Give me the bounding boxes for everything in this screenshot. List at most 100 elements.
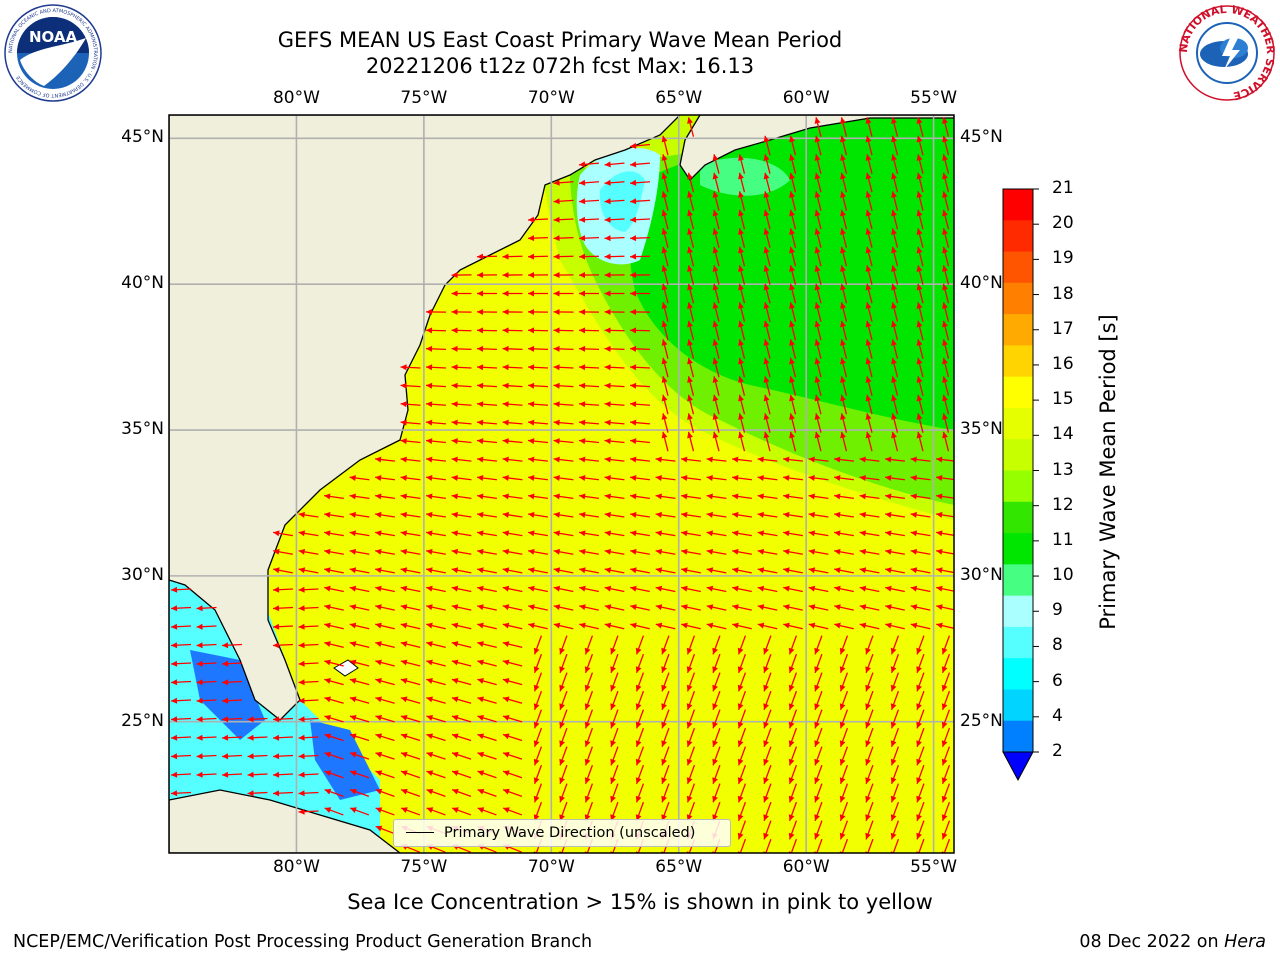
wave-vector [604,345,625,352]
wave-vector [916,302,924,322]
wave-vector [553,198,574,205]
wave-vector [375,788,395,797]
wave-vector [891,191,899,211]
wave-vector [738,283,746,304]
wave-vector [808,475,829,481]
wave-vector [502,807,523,816]
wave-vector [712,709,721,729]
wave-vector [789,265,797,285]
colorbar-tick-label: 20 [1052,213,1074,234]
wave-vector [839,727,849,748]
wave-vector [839,709,849,729]
lon-label-top: 80°W [272,88,320,108]
wave-vector [885,530,905,537]
wave-vector [885,511,905,518]
wave-vector [426,751,446,760]
wave-vector [349,548,370,555]
wave-vector [559,653,568,674]
wave-vector [655,567,676,574]
wave-vector [834,567,854,574]
wave-vector [814,228,822,248]
wave-vector [840,320,848,341]
wave-vector [808,604,829,611]
wave-vector [400,807,421,816]
wave-vector [451,419,472,426]
wave-vector [788,672,798,692]
wave-vector [737,690,747,711]
wave-vector [942,394,950,415]
wave-vector [553,272,574,279]
wave-vector [451,751,472,760]
wave-vector [629,161,651,168]
wave-vector [687,431,695,452]
colorbar-segment [1003,345,1033,378]
wave-vector [732,493,752,500]
lat-label-left: 40°N [121,273,164,294]
wave-vector [349,475,370,481]
wave-vector [661,727,670,748]
wave-vector [910,622,931,630]
wave-vector [553,585,574,593]
wave-vector [604,216,625,223]
wave-vector [942,431,950,452]
wave-vector [476,364,498,371]
wave-vector [840,431,848,452]
wave-vector [170,586,192,593]
wave-vector [686,690,696,711]
wave-vector [604,585,625,593]
wave-vector [941,635,951,655]
wave-vector [834,548,854,555]
wave-vector [630,585,650,593]
wave-vector [578,308,600,315]
wave-vector [559,635,568,655]
wave-vector [706,456,727,463]
wave-vector [910,475,931,481]
wave-vector [839,653,849,674]
wave-vector [814,394,822,415]
wave-vector [941,727,951,748]
wave-vector [910,604,931,611]
wave-vector [502,659,523,667]
wave-vector [681,511,701,518]
wave-vector [375,825,395,835]
wave-vector [910,511,931,518]
wave-vector [629,216,651,223]
wave-vector [349,493,370,500]
wave-vector [604,456,625,463]
wave-vector [712,246,720,267]
wave-vector [814,320,822,341]
ocean-field-gulf-mexico [169,580,380,853]
colorbar-tick-label: 15 [1052,389,1074,410]
wave-vector [221,771,243,778]
wave-vector [533,783,543,803]
wave-vector [891,283,899,304]
wave-vector [298,530,319,537]
wave-vector [910,493,931,500]
wave-vector [891,135,899,156]
wave-vector [916,209,924,230]
wave-vector [349,585,370,593]
wave-vector [629,456,651,463]
wave-vector [375,530,395,537]
wave-vector [477,714,497,723]
wave-vector [712,339,720,359]
wave-vector [502,364,523,371]
wave-vector [680,475,702,481]
wave-vector [763,339,771,359]
wave-vector [814,820,823,840]
lat-label-right: 30°N [960,564,1003,585]
wave-vector [221,697,243,704]
wave-vector [916,172,924,193]
wave-vector [426,604,446,611]
wave-vector [476,327,498,334]
wave-vector [738,191,746,211]
wave-vector [349,696,370,704]
wave-vector [865,709,874,729]
wave-vector [916,413,924,433]
wave-vector [757,585,778,593]
wave-vector [865,265,873,285]
lat-label-left: 35°N [121,419,164,440]
wave-vector [865,246,873,267]
wave-vector [737,820,747,840]
wave-vector [635,764,645,785]
